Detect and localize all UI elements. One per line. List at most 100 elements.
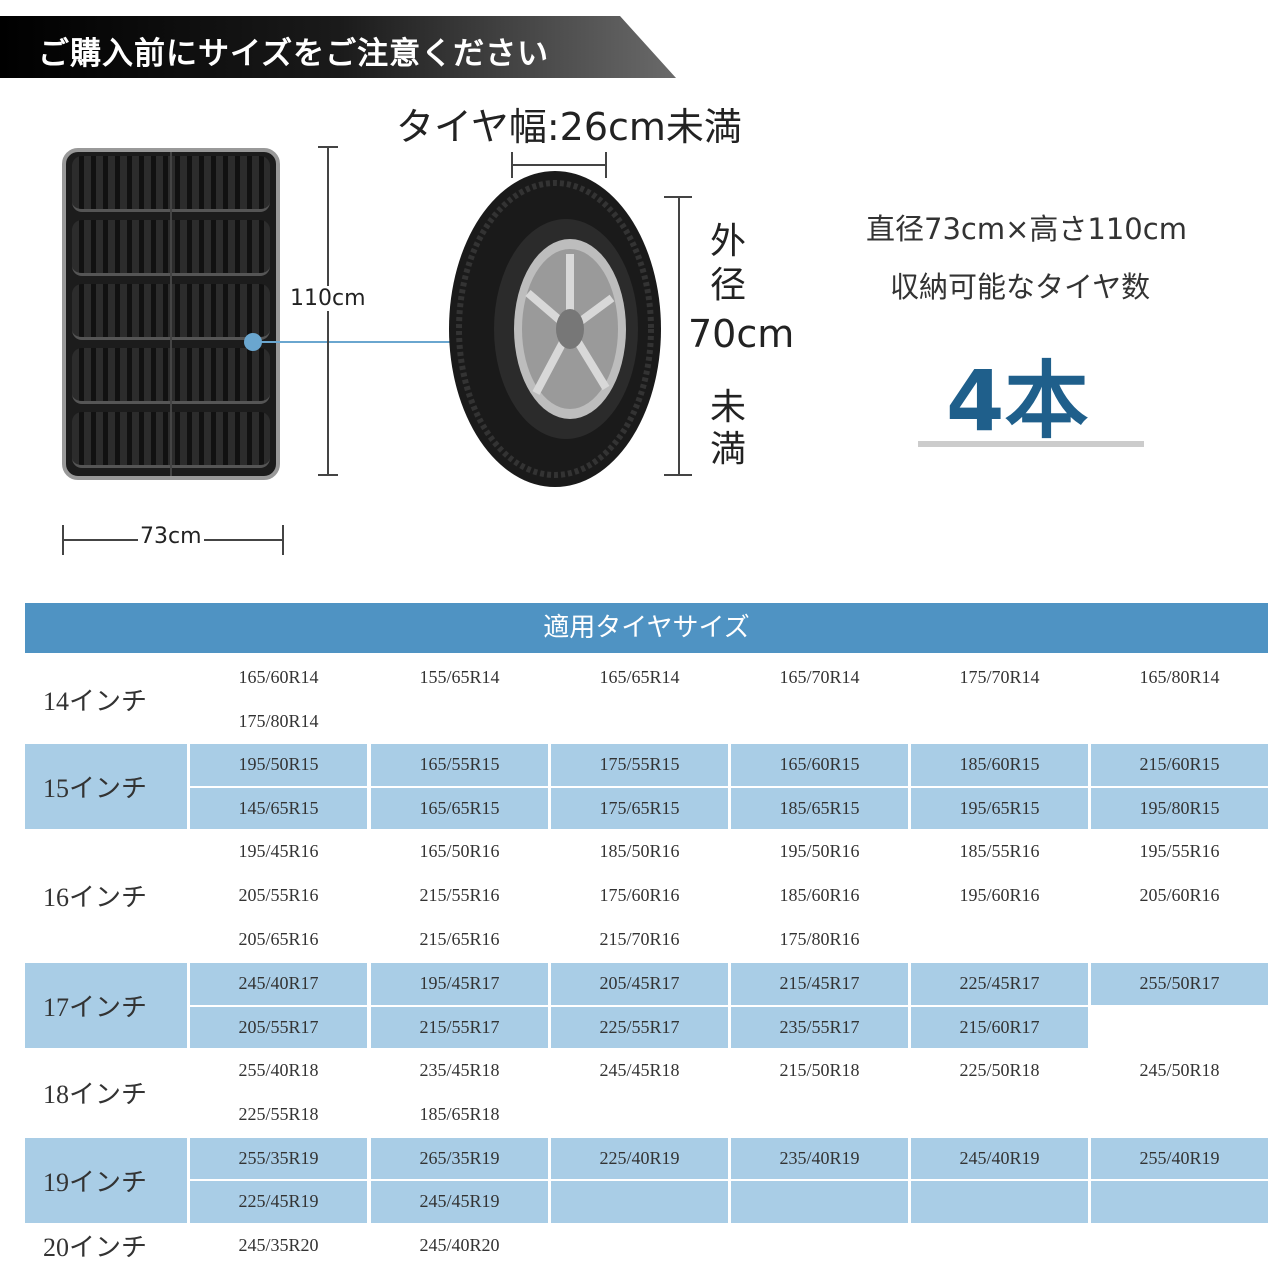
dim-tick	[318, 146, 338, 148]
tire-size-cell: 215/60R15	[1091, 744, 1268, 786]
dim-tick	[664, 474, 692, 476]
tire-size-cell: 175/60R16	[599, 885, 680, 905]
height-dimension-line	[327, 146, 329, 476]
table-title: 適用タイヤサイズ	[25, 603, 1268, 653]
connector-line	[258, 341, 458, 343]
tire-size-cell: 245/40R17	[190, 963, 367, 1005]
tire-size-cell: 235/55R17	[731, 1006, 908, 1049]
capacity-label: 収納可能なタイヤ数	[890, 270, 1151, 304]
tire-size-cell: 225/55R17	[551, 1006, 728, 1049]
tire-size-cell: 215/50R18	[779, 1060, 860, 1081]
dim-tick	[282, 525, 284, 555]
tire-size-cell: 255/40R19	[1091, 1137, 1268, 1180]
tire-size-cell: 215/55R16	[419, 885, 500, 905]
tire-size-cell: 205/65R16	[238, 928, 319, 949]
tire-size-cell: 195/65R15	[911, 787, 1088, 830]
tire-size-cell	[911, 1181, 1088, 1223]
outer-diameter-label: 未	[710, 387, 747, 428]
bag-width-label: 73cm	[138, 524, 204, 549]
tire-size-cell: 215/55R17	[371, 1006, 548, 1049]
outer-diameter-label: 外	[710, 221, 747, 262]
notice-banner: ご購入前にサイズをご注意ください	[0, 16, 676, 78]
tire-size-cell: 165/70R14	[779, 667, 860, 687]
row-size-label: 17インチ	[25, 963, 187, 1049]
dim-tick	[62, 525, 64, 555]
row-size-label: 15インチ	[25, 744, 187, 830]
row-size-label: 19インチ	[25, 1137, 187, 1223]
tire-size-cell: 175/55R15	[551, 744, 728, 786]
tire-size-cell: 195/80R15	[1091, 787, 1268, 830]
tire-size-cell: 215/45R17	[731, 963, 908, 1005]
outer-diameter-value: 70cm	[688, 312, 795, 356]
capacity-underline	[918, 441, 1144, 447]
row-size-label: 14インチ	[43, 687, 148, 717]
tire-size-cell: 185/65R15	[731, 787, 908, 830]
tire-size-cell	[551, 1181, 728, 1223]
tire-size-cell: 165/65R14	[599, 667, 680, 687]
tire-size-cell: 225/45R19	[190, 1181, 367, 1223]
tire-width-line	[511, 164, 607, 166]
tire-size-cell: 185/60R15	[911, 744, 1088, 786]
tire-size-cell: 235/40R19	[731, 1137, 908, 1180]
tire-size-cell: 235/45R18	[419, 1060, 500, 1081]
tire-size-cell: 165/60R14	[238, 667, 319, 687]
tire-size-cell: 215/60R17	[911, 1006, 1088, 1049]
outer-diameter-label: 径	[710, 265, 747, 306]
row-size-label: 18インチ	[43, 1080, 148, 1110]
tire-size-cell: 165/50R16	[419, 841, 500, 862]
tire-size-cell: 245/45R18	[599, 1060, 680, 1081]
tire-size-cell: 165/60R15	[731, 744, 908, 786]
tire-size-cell: 195/45R17	[371, 963, 548, 1005]
tire-size-cell: 225/55R18	[238, 1104, 319, 1124]
tire-size-cell: 225/40R19	[551, 1137, 728, 1180]
tire-size-cell: 165/80R14	[1139, 667, 1220, 687]
tire-size-cell: 175/80R16	[779, 928, 860, 949]
tire-size-cell: 255/35R19	[190, 1137, 367, 1180]
tire-image	[449, 171, 661, 487]
tire-size-cell: 165/65R15	[371, 787, 548, 830]
tire-size-cell: 225/45R17	[911, 963, 1088, 1005]
tire-diameter-line	[678, 196, 680, 476]
tire-size-cell	[1091, 1181, 1268, 1223]
bag-center-marker	[244, 333, 262, 351]
tire-size-cell: 215/65R16	[419, 928, 500, 949]
tire-size-cell: 205/45R17	[551, 963, 728, 1005]
tire-size-cell: 195/55R16	[1139, 841, 1220, 862]
tire-size-cell: 165/55R15	[371, 744, 548, 786]
tire-size-cell: 205/60R16	[1139, 885, 1220, 905]
tire-size-cell: 255/40R18	[238, 1060, 319, 1081]
tire-size-cell: 185/65R18	[419, 1104, 500, 1124]
outer-diameter-label: 満	[710, 429, 747, 470]
tire-size-cell: 195/60R16	[959, 885, 1040, 905]
tire-size-cell: 265/35R19	[371, 1137, 548, 1180]
banner-text: ご購入前にサイズをご注意ください	[38, 36, 550, 72]
tire-size-cell: 205/55R17	[190, 1006, 367, 1049]
tire-size-cell: 225/50R18	[959, 1060, 1040, 1081]
tire-size-cell: 245/40R20	[419, 1234, 500, 1255]
tire-size-cell: 175/65R15	[551, 787, 728, 830]
tire-size-cell: 175/70R14	[959, 667, 1040, 687]
dim-tick	[318, 474, 338, 476]
tire-size-cell: 185/55R16	[959, 841, 1040, 862]
tire-size-cell	[731, 1181, 908, 1223]
row-size-label: 16インチ	[43, 883, 148, 913]
tire-size-cell: 245/50R18	[1139, 1060, 1220, 1081]
capacity-count: 4本	[946, 352, 1089, 450]
tire-width-label: タイヤ幅:26cm未満	[396, 105, 742, 149]
tire-size-cell: 245/40R19	[911, 1137, 1088, 1180]
tire-size-cell: 245/35R20	[238, 1234, 319, 1255]
tire-size-cell: 205/55R16	[238, 885, 319, 905]
tire-size-cell: 185/60R16	[779, 885, 860, 905]
bag-height-label: 110cm	[290, 286, 366, 311]
tire-size-cell: 195/45R16	[238, 841, 319, 862]
tire-size-cell: 195/50R16	[779, 841, 860, 862]
tire-size-cell: 175/80R14	[238, 710, 319, 731]
tire-size-cell: 185/50R16	[599, 841, 680, 862]
tire-size-cell: 215/70R16	[599, 928, 680, 949]
row-size-label: 20インチ	[43, 1233, 148, 1263]
tire-size-cell: 145/65R15	[190, 787, 367, 830]
tire-size-cell: 155/65R14	[419, 667, 500, 687]
tire-storage-bag-image	[62, 148, 280, 480]
dim-tick	[664, 196, 692, 198]
tire-size-cell: 255/50R17	[1091, 963, 1268, 1005]
